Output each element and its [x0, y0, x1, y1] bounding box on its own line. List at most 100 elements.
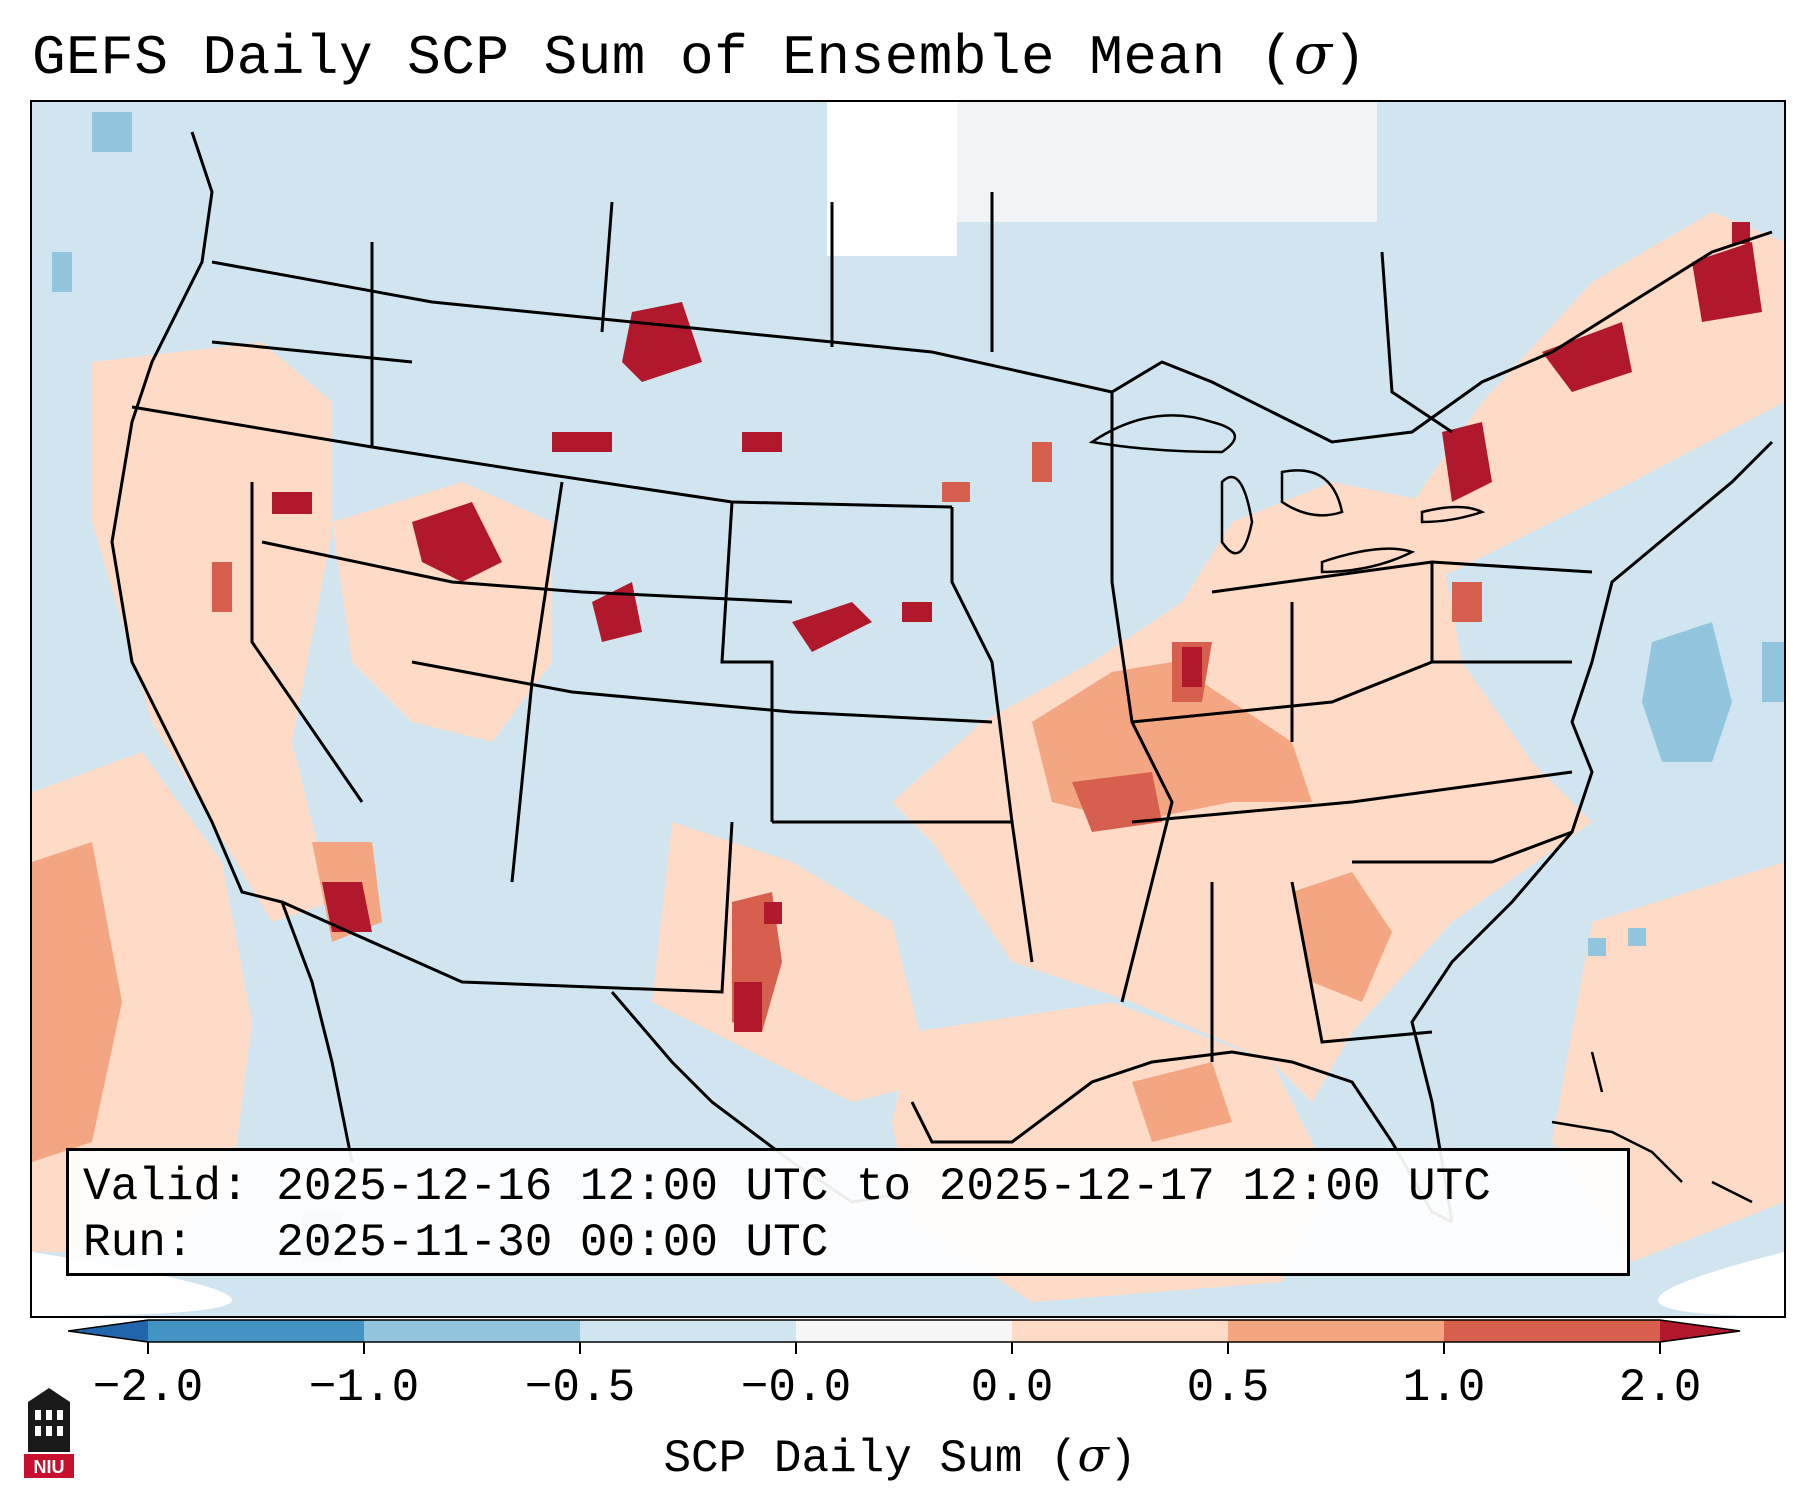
caribbean-islands	[1551, 1051, 1753, 1204]
boundaries	[110, 131, 1774, 1224]
title-text: GEFS Daily SCP Sum of Ensemble Mean (	[32, 26, 1294, 90]
hotspot-illinois-core	[1182, 647, 1202, 687]
colorbar-ticks	[147, 1342, 1661, 1354]
lake-erie	[1320, 547, 1416, 574]
logo-text: NIU	[34, 1457, 65, 1477]
border-mt-canada-line	[600, 201, 614, 333]
island-cuba	[1551, 1120, 1683, 1183]
border-mexico-az-nm	[281, 821, 734, 994]
colorbar-label-text: SCP Daily Sum (	[663, 1433, 1078, 1485]
niu-logo: NIU	[24, 1388, 74, 1478]
border-ca-nv-ut	[261, 540, 793, 604]
hotspot-minnesota-2	[942, 482, 970, 502]
hotspot-wyoming	[592, 582, 642, 642]
border-north-tier	[131, 405, 953, 509]
colorbar-bin-6	[1228, 1320, 1444, 1342]
colorbar-label: SCP Daily Sum (σ)	[663, 1428, 1136, 1485]
hotspot-minnesota	[1032, 442, 1052, 482]
canada-border-west	[211, 260, 1113, 394]
hotspot-montana-2	[552, 432, 612, 452]
chart-title: GEFS Daily SCP Sum of Ensemble Mean (σ)	[32, 22, 1367, 90]
border-carolinas	[1352, 830, 1573, 864]
title-sigma: σ	[1293, 22, 1333, 87]
lake-michigan	[1220, 475, 1254, 555]
tick-label-8: 2.0	[1618, 1362, 1702, 1414]
lake-ontario	[1420, 505, 1486, 524]
tick-label-4: −0.0	[740, 1362, 852, 1414]
colorbar-extend-high	[1660, 1320, 1740, 1342]
hotspot-missouri	[1072, 772, 1162, 832]
hotspot-arizona	[322, 882, 372, 932]
anomaly-georgia	[1292, 872, 1392, 1002]
hotspot-new-brunswick	[1692, 242, 1762, 322]
island-hispaniola	[1711, 1180, 1753, 1204]
island-bahamas	[1590, 1051, 1604, 1093]
hotspot-oregon	[212, 562, 232, 612]
negative-pacific-nw	[92, 112, 132, 152]
colorbar-bin-2	[364, 1320, 580, 1342]
tick-label-2: −1.0	[308, 1362, 420, 1414]
tick-label-6: 0.5	[1186, 1362, 1270, 1414]
hotspot-montana	[622, 302, 702, 382]
colorbar-extend-low	[68, 1320, 148, 1342]
map-canvas	[32, 102, 1784, 1316]
lake-superior	[1088, 414, 1236, 454]
border-central	[411, 660, 993, 724]
valid-label: Valid:	[83, 1161, 249, 1213]
valid-row: Valid: 2025-12-16 12:00 UTC to 2025-12-1…	[83, 1159, 1613, 1215]
canada-border-east	[1111, 230, 1773, 444]
border-mississippi	[1110, 392, 1174, 1003]
hotspot-quebec-2	[1542, 322, 1632, 392]
border-quebec	[1380, 251, 1453, 434]
title-close: )	[1332, 26, 1367, 90]
border-tennessee	[1131, 770, 1573, 824]
colorbar	[68, 1319, 1741, 1354]
tick-label-1: −2.0	[92, 1362, 204, 1414]
colorbar-bin-1	[148, 1320, 364, 1342]
projection-corner-right	[1658, 1252, 1784, 1316]
logo-banner	[24, 1454, 74, 1478]
map-panel	[30, 100, 1786, 1318]
atlantic-coastline	[1410, 440, 1774, 1223]
colorbar-label-close: )	[1108, 1433, 1137, 1485]
run-label: Run:	[83, 1217, 194, 1269]
tick-label-5: 0.0	[970, 1362, 1054, 1414]
border-missouri-river	[950, 507, 1014, 823]
run-value: 2025-11-30 00:00 UTC	[276, 1217, 829, 1269]
tick-label-7: 1.0	[1402, 1362, 1486, 1414]
border-nevada	[250, 482, 364, 803]
border-georgia	[1290, 881, 1433, 1044]
run-row: Run: 2025-11-30 00:00 UTC	[83, 1215, 1613, 1271]
valid-time-box: Valid: 2025-12-16 12:00 UTC to 2025-12-1…	[66, 1148, 1630, 1276]
negative-pacific-nw-2	[52, 252, 72, 292]
valid-value: 2025-12-16 12:00 UTC to 2025-12-17 12:00…	[276, 1161, 1491, 1213]
hotspot-new-mexico-top	[764, 902, 782, 924]
hotspot-maritimes	[1732, 222, 1750, 244]
hotspot-new-mexico-core	[734, 982, 762, 1032]
hotspot-pennsylvania	[1452, 582, 1482, 622]
hotspot-quebec	[1442, 422, 1492, 502]
hotspot-oregon-2	[272, 492, 312, 514]
missing-data-area	[827, 102, 957, 256]
border-colorado-plains	[720, 501, 774, 822]
anomaly-northeast	[1232, 212, 1784, 622]
colorbar-bin-3	[580, 1320, 796, 1342]
hotspot-idaho	[412, 502, 502, 582]
logo-windows	[35, 1410, 63, 1436]
border-ohio-valley	[1131, 660, 1572, 724]
tick-label-3: −0.5	[524, 1362, 636, 1414]
border-utah-colorado	[510, 481, 564, 883]
anomaly-pacific-core	[32, 842, 122, 1162]
colorbar-bin-4	[796, 1320, 1012, 1342]
negative-atlantic	[1642, 622, 1732, 762]
great-lakes	[1088, 414, 1486, 574]
colorbar-bin-5	[1012, 1320, 1228, 1342]
negative-atlantic-2	[1762, 642, 1784, 702]
colorbar-bin-7	[1444, 1320, 1660, 1342]
pacific-coastline	[110, 131, 354, 1163]
hotspot-nebraska-2	[902, 602, 932, 622]
negative-atlantic-3	[1588, 938, 1606, 956]
border-wa-or	[211, 340, 413, 364]
hotspot-montana-3	[742, 432, 782, 452]
negative-atlantic-4	[1628, 928, 1646, 946]
